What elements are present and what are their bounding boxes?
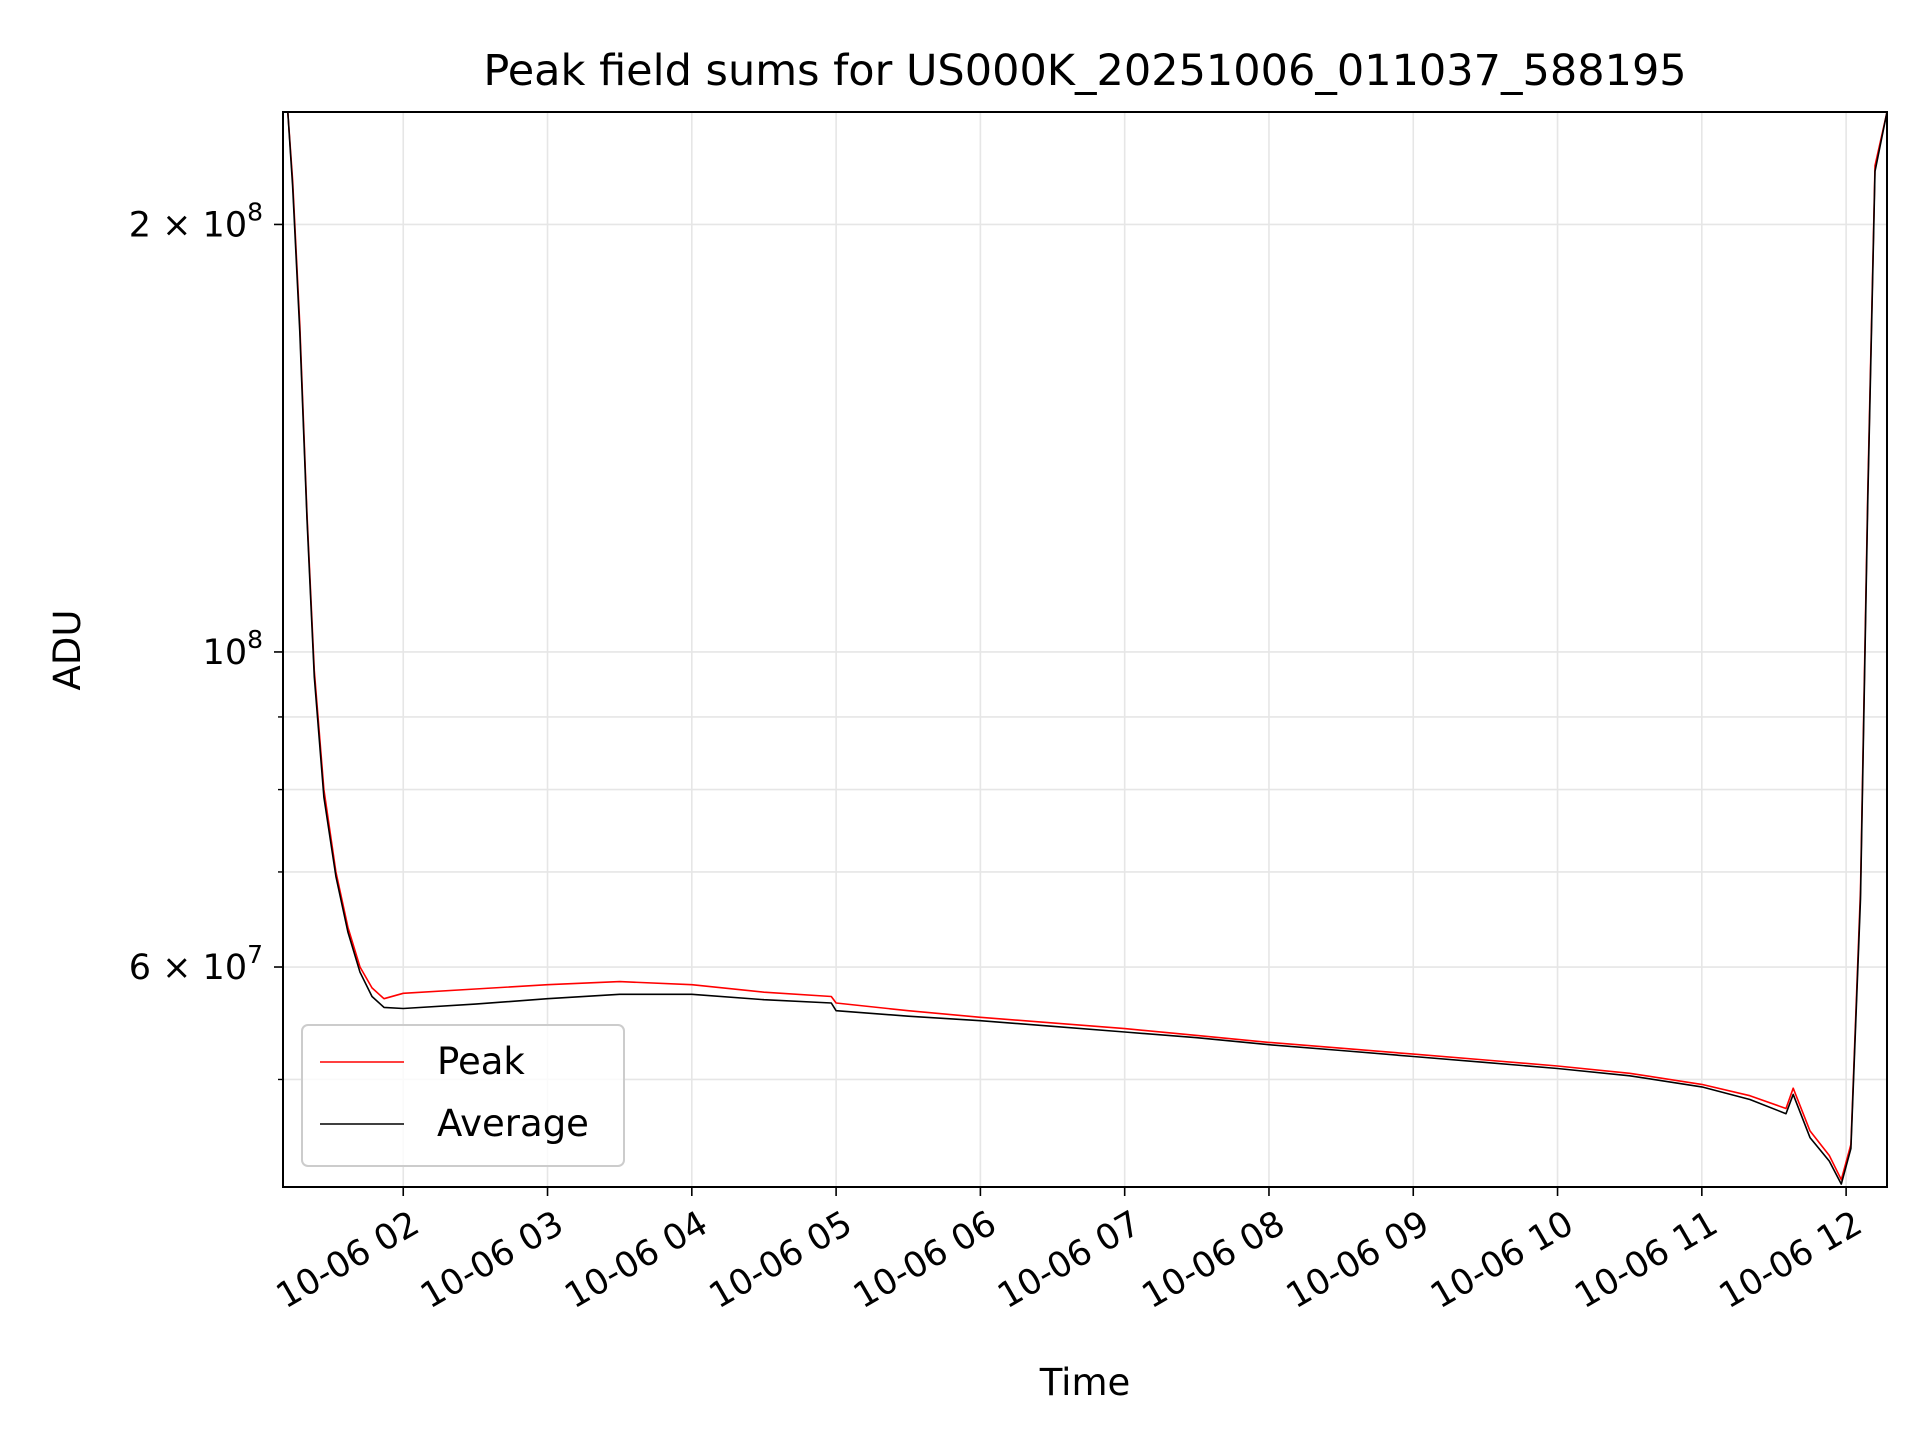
y-tick-exponent: 8 [247,197,263,226]
y-tick-base: 2 × 10 [129,205,247,245]
plot-background [283,112,1887,1187]
y-tick-label: 6 × 107 [129,940,263,988]
grid [283,112,1887,1187]
y-tick-label: 2 × 108 [129,197,263,245]
y-tick-label: 108 [203,625,263,673]
chart-title: Peak field sums for US000K_20251006_0110… [483,46,1686,96]
x-axis-label: Time [1039,1361,1131,1404]
series-layer [283,112,1887,1185]
legend-label-peak: Peak [437,1040,525,1083]
plot-frame [282,111,1888,1188]
legend-label-average: Average [437,1102,589,1145]
y-tick-base: 6 × 10 [129,948,247,988]
legend-frame [301,1024,625,1167]
y-axis-label: ADU [46,610,89,691]
series-line-average [283,112,1887,1185]
legend: Peak Average [301,1024,625,1167]
y-tick-exponent: 8 [247,625,263,654]
y-tick-base: 10 [203,633,248,673]
y-tick-exponent: 7 [247,940,263,969]
